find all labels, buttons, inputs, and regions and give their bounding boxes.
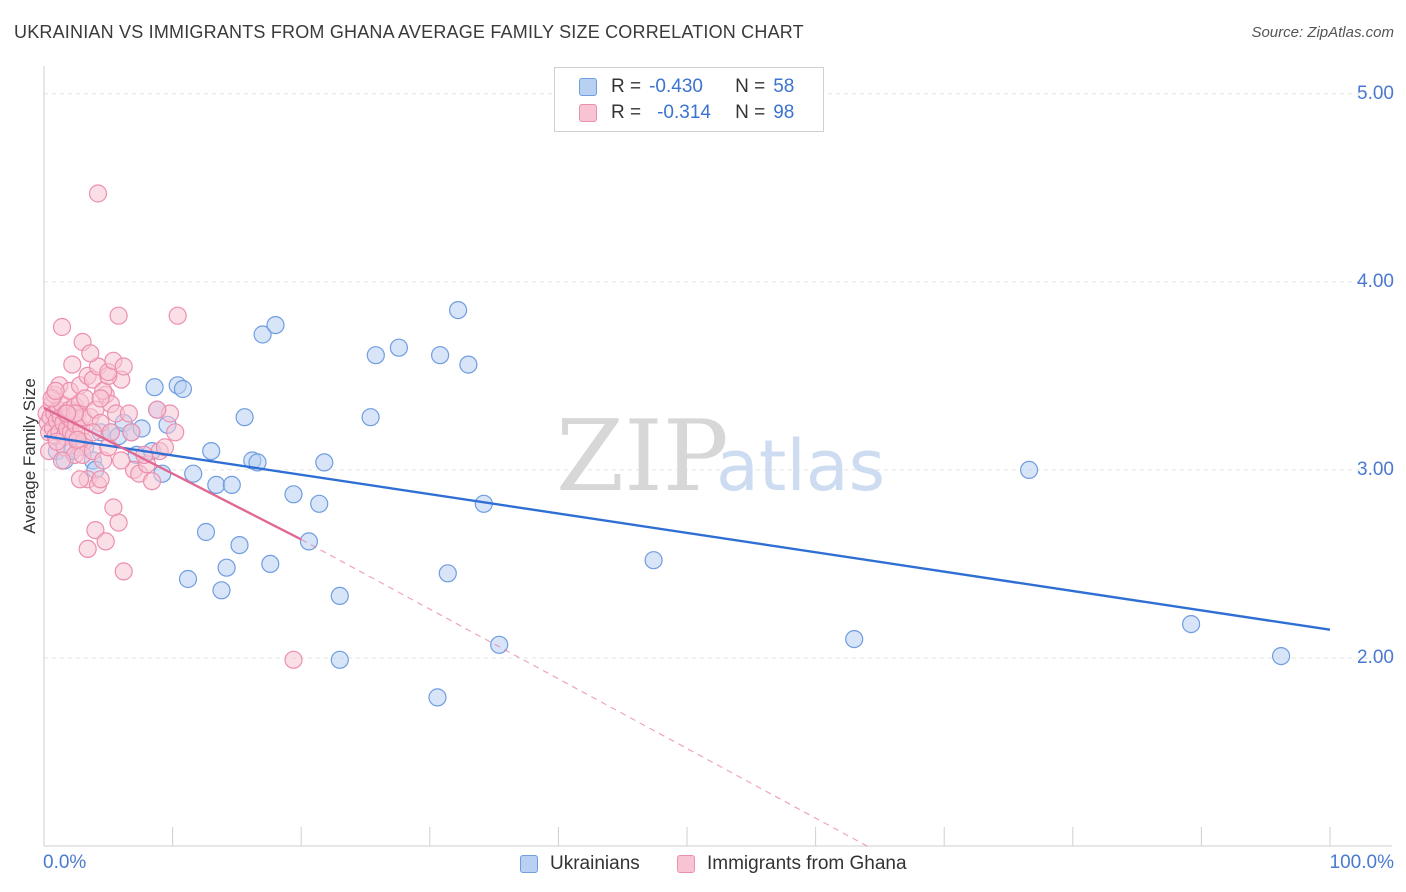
data-point [114,357,133,376]
data-point [96,532,115,551]
bottom-legend-ghana: Immigrants from Ghana [677,853,907,875]
legend-row-ghana: R = -0.314 N = 98 [579,102,794,124]
data-point [109,306,128,325]
bottom-legend-label: Ukrainians [550,853,640,874]
data-point [330,650,349,669]
gridlines [44,93,1392,659]
data-point [1271,646,1291,666]
data-point [449,301,468,320]
data-point [1019,460,1039,479]
x-tick-label-max: 100.0% [1329,852,1394,873]
data-point [230,535,249,555]
data-point [145,378,164,397]
y-tick-label: 3.00 [1357,458,1394,480]
legend-r-label: R = [611,102,642,123]
legend-n-label: N = [735,102,766,123]
data-point [490,635,509,654]
data-point [438,564,457,583]
data-point [330,586,349,606]
data-point [261,554,280,574]
data-point [366,346,385,365]
data-point [155,438,174,457]
legend-swatch-ghana [579,104,597,122]
data-point [70,470,90,489]
data-point [310,494,329,513]
data-point [222,475,241,494]
data-point [52,451,72,470]
data-point [166,423,185,442]
legend-swatch-ukrainians [579,78,597,96]
data-point [168,306,187,325]
data-point [315,453,334,472]
data-point [1181,614,1201,634]
data-point [46,381,65,400]
legend-n-value: 98 [773,102,795,123]
legend-r-value: -0.314 [657,102,711,123]
watermark-zip: ZIP [556,400,729,514]
data-point [78,539,97,559]
data-point [91,389,110,408]
data-point [119,404,138,423]
bottom-legend-swatch-ghana [677,855,695,873]
legend-r-value: -0.430 [649,76,703,97]
legend-r-label: R = [611,76,642,97]
data-point [47,432,67,451]
data-point [148,400,167,419]
data-point [91,470,110,489]
data-point [217,558,236,577]
data-point [196,522,216,542]
legend-n-label: N = [735,76,766,97]
y-tick-label: 2.00 [1357,646,1394,668]
trend-line-ghana-extension [300,538,868,847]
data-point [266,316,285,335]
y-tick-label: 4.00 [1357,270,1394,292]
data-point [122,423,141,442]
trend-line-ukrainians [43,434,1331,631]
data-point [52,317,72,337]
data-point [431,346,450,365]
data-point [109,513,128,532]
data-point [86,520,105,540]
x-tick-label-min: 0.0% [43,852,87,873]
chart-source: Source: ZipAtlas.com [1251,24,1394,41]
data-point [81,344,100,363]
y-tick-label: 5.00 [1357,82,1394,104]
data-point [63,355,82,374]
trend-line-ghana [43,406,302,541]
chart-title: UKRAINIAN VS IMMIGRANTS FROM GHANA AVERA… [14,22,804,42]
bottom-legend-label: Immigrants from Ghana [707,853,907,874]
trend-layer [43,406,1331,847]
data-point [104,498,123,517]
data-point [644,551,663,570]
data-point [184,464,203,483]
data-point [212,581,231,600]
data-point [428,688,447,707]
stats-legend: R = -0.430 N = 58 R = -0.314 N = 98 [554,67,824,132]
watermark-atlas: atlas [716,425,885,507]
data-point [284,485,303,504]
data-point [235,408,254,427]
data-point [114,562,133,581]
data-point [361,408,380,427]
data-point [284,650,303,669]
bottom-legend-ukrainians: Ukrainians [520,853,640,875]
data-point [173,379,192,399]
data-point [845,629,864,649]
bottom-legend-swatch-ukrainians [520,855,538,873]
data-point [142,472,162,491]
data-point [112,451,131,470]
data-point [459,355,478,374]
data-point [253,325,272,344]
data-point [88,184,108,203]
data-point [178,569,198,589]
data-point [207,475,226,494]
series-ghana [37,184,303,669]
data-point [389,338,408,357]
legend-n-value: 58 [773,76,795,97]
data-point [202,442,221,461]
legend-row-ukrainians: R = -0.430 N = 58 [579,76,794,98]
